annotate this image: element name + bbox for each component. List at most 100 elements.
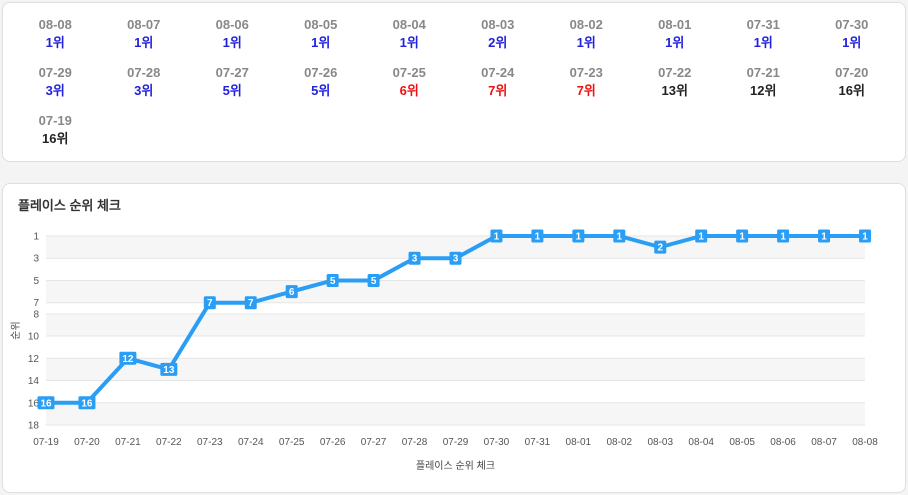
data-point — [119, 351, 137, 365]
daily-rank-item: 08-01 1위 — [631, 17, 720, 65]
x-tick-label: 08-07 — [811, 437, 837, 448]
rank-value: 2위 — [488, 35, 508, 50]
data-label: 13 — [163, 365, 175, 376]
rank-value: 1위 — [311, 35, 331, 50]
data-point — [736, 229, 749, 243]
x-tick-label: 07-28 — [402, 437, 428, 448]
data-label: 1 — [698, 232, 704, 243]
grid-band — [46, 358, 865, 381]
data-point — [244, 296, 257, 310]
x-tick-label: 08-01 — [566, 437, 592, 448]
data-point — [859, 229, 871, 243]
chart-title: 플레이스 순위 체크 — [18, 198, 121, 213]
data-label: 12 — [122, 354, 134, 365]
x-tick-label: 08-06 — [770, 437, 796, 448]
rank-value: 3위 — [45, 83, 65, 98]
x-tick-label: 07-26 — [320, 437, 346, 448]
data-point — [695, 229, 708, 243]
grid-band — [46, 280, 865, 303]
daily-rank-item: 08-07 1위 — [100, 17, 189, 65]
rank-date: 08-03 — [481, 17, 515, 32]
rank-value: 1위 — [134, 35, 154, 50]
rank-value: 12위 — [750, 83, 777, 98]
daily-rank-item: 08-02 1위 — [542, 17, 631, 65]
data-point — [408, 251, 421, 265]
daily-rank-panel: 08-08 1위 08-07 1위 08-06 1위 08-05 1위 08-04 1위 08-03… — [2, 2, 906, 162]
x-tick-label: 08-04 — [688, 437, 714, 448]
rank-chart-panel: 플레이스 순위 체크 1 3 5 7 8 10 12 14 16 18 07-19 07-20 07-2… — [2, 183, 906, 493]
y-tick-label: 18 — [28, 421, 40, 432]
grid-band — [46, 402, 865, 425]
rank-date: 07-26 — [304, 65, 338, 80]
daily-rank-item: 07-29 3위 — [11, 65, 100, 113]
data-label: 1 — [821, 232, 827, 243]
rank-value: 1위 — [45, 35, 65, 50]
data-label: 5 — [330, 276, 336, 287]
x-tick-label: 07-27 — [361, 437, 387, 448]
rank-date: 08-01 — [658, 17, 692, 32]
data-label: 16 — [81, 398, 93, 409]
data-point — [285, 285, 298, 299]
x-tick-label: 07-31 — [525, 437, 551, 448]
rank-date: 08-06 — [215, 17, 249, 32]
grid-band — [46, 313, 865, 337]
data-label: 6 — [289, 287, 295, 298]
data-point — [654, 240, 667, 254]
data-point — [203, 296, 216, 310]
rank-date: 08-07 — [127, 17, 161, 32]
data-label: 16 — [40, 398, 52, 409]
rank-date: 08-05 — [304, 17, 338, 32]
x-tick-label: 07-24 — [238, 437, 264, 448]
data-label: 1 — [780, 232, 786, 243]
daily-rank-item: 08-03 2위 — [454, 17, 543, 65]
rank-value: 7위 — [488, 83, 508, 98]
rank-date: 07-20 — [835, 65, 869, 80]
daily-rank-grid: 08-08 1위 08-07 1위 08-06 1위 08-05 1위 08-04 1위 08-03… — [3, 3, 905, 161]
rank-date: 07-24 — [481, 65, 515, 80]
data-point — [531, 229, 544, 243]
x-tick-label: 07-25 — [279, 437, 305, 448]
x-axis-label: 플레이스 순위 체크 — [416, 459, 495, 472]
data-label: 1 — [494, 232, 500, 243]
rank-value: 5위 — [311, 83, 331, 98]
data-label: 3 — [453, 254, 459, 265]
rank-date: 07-21 — [746, 65, 780, 80]
rank-value: 1위 — [665, 35, 685, 50]
data-label: 1 — [576, 232, 582, 243]
x-tick-label: 07-20 — [74, 437, 100, 448]
rank-value: 13위 — [661, 83, 688, 98]
daily-rank-item: 07-21 12위 — [719, 65, 808, 113]
data-point — [818, 229, 831, 243]
data-point — [37, 396, 55, 410]
x-tick-label: 07-19 — [33, 437, 59, 448]
y-tick-label: 8 — [33, 309, 39, 320]
rank-date: 07-19 — [38, 113, 72, 128]
y-axis-label: 순위 — [9, 321, 22, 339]
daily-rank-item: 07-27 5위 — [188, 65, 277, 113]
x-tick-label: 08-03 — [647, 437, 673, 448]
rank-value: 7위 — [576, 83, 596, 98]
x-tick-label: 07-21 — [115, 437, 141, 448]
data-point — [490, 229, 503, 243]
rank-date: 07-28 — [127, 65, 161, 80]
daily-rank-item: 07-25 6위 — [365, 65, 454, 113]
rank-date: 07-30 — [835, 17, 869, 32]
data-point — [449, 251, 462, 265]
daily-rank-item: 07-31 1위 — [719, 17, 808, 65]
daily-rank-item: 07-20 16위 — [808, 65, 897, 113]
rank-value: 1위 — [222, 35, 242, 50]
data-label: 5 — [371, 276, 377, 287]
data-point — [160, 362, 178, 376]
daily-rank-item: 08-04 1위 — [365, 17, 454, 65]
y-tick-label: 1 — [33, 232, 39, 243]
daily-rank-item: 07-28 3위 — [100, 65, 189, 113]
x-tick-label: 07-23 — [197, 437, 223, 448]
data-point — [572, 229, 585, 243]
daily-rank-item: 07-23 7위 — [542, 65, 631, 113]
data-label: 3 — [412, 254, 418, 265]
x-tick-label: 08-05 — [729, 437, 755, 448]
daily-rank-item: 08-08 1위 — [11, 17, 100, 65]
daily-rank-item: 07-30 1위 — [808, 17, 897, 65]
y-tick-label: 5 — [33, 276, 39, 287]
rank-date: 07-29 — [38, 65, 72, 80]
